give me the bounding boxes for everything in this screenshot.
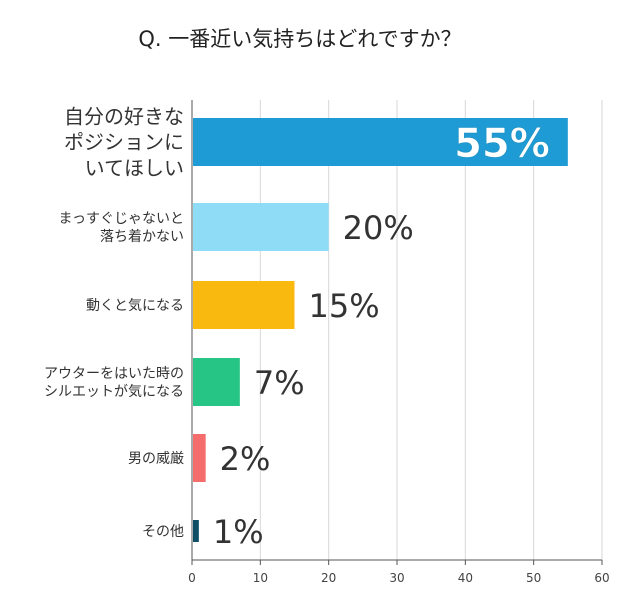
x-tick-label: 10 xyxy=(253,571,268,585)
bars xyxy=(193,118,568,542)
x-tick-label: 20 xyxy=(321,571,336,585)
bar xyxy=(193,118,568,166)
category-label: まっすぐじゃないと落ち着かない xyxy=(59,211,184,245)
bar xyxy=(193,358,240,406)
bar xyxy=(193,281,295,329)
category-label: その他 xyxy=(142,524,184,540)
category-label: アウターをはいた時のシルエットが気になる xyxy=(44,366,184,400)
bar xyxy=(193,203,329,251)
category-label: 男の威厳 xyxy=(128,451,184,467)
category-label: 動くと気になる xyxy=(86,298,184,314)
bar xyxy=(193,434,206,482)
value-label: 7% xyxy=(254,364,305,402)
chart-title: Q. 一番近い気持ちはどれですか？ xyxy=(138,27,461,51)
category-label: 自分の好きなポジションにいてほしい xyxy=(64,105,184,180)
value-label: 20% xyxy=(343,209,414,247)
value-label: 2% xyxy=(220,440,271,478)
bar xyxy=(193,520,199,542)
value-label: 1% xyxy=(213,513,264,551)
gridlines xyxy=(259,100,603,560)
x-tick-label: 40 xyxy=(458,571,473,585)
axes: 0 10 20 30 40 50 60 xyxy=(188,100,610,585)
x-tick-label: 30 xyxy=(389,571,404,585)
value-label: 55% xyxy=(454,121,550,167)
x-tick-label: 0 xyxy=(188,571,196,585)
category-labels: 自分の好きなポジションにいてほしいまっすぐじゃないと落ち着かない動くと気になるア… xyxy=(44,105,184,540)
value-labels: 55% 20% 15% 7% 2% 1% xyxy=(213,121,550,551)
x-tick-label: 50 xyxy=(526,571,541,585)
value-label: 15% xyxy=(309,287,380,325)
x-tick-label: 60 xyxy=(594,571,609,585)
